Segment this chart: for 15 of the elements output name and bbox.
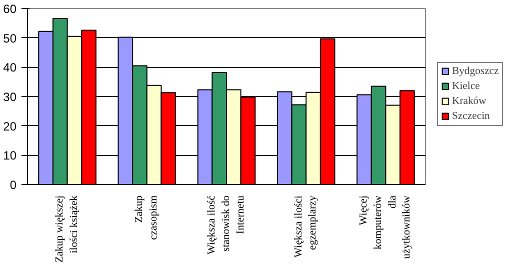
legend-label: Kraków (452, 96, 486, 106)
x-tick-label: Zakup czasopism (134, 194, 160, 240)
legend-label: Kielce (452, 80, 480, 92)
y-tick-label: 60 (3, 2, 17, 16)
legend-label: Szczecin (452, 110, 490, 122)
legend-label: Bydgoszcz (452, 66, 499, 76)
x-tick-label: Większa ilości egzemplarzy (293, 194, 319, 258)
x-tick-label: Zakup większej ilości książek (54, 194, 80, 263)
y-tick-label: 30 (3, 90, 17, 104)
y-tick-label: 20 (3, 119, 17, 134)
y-tick-label: 40 (3, 60, 17, 75)
x-tick-label: Większa ilość stanowisk do Internetu (206, 194, 246, 255)
y-tick-label: 0 (10, 178, 17, 192)
y-tick-label: 50 (3, 31, 17, 46)
y-tick-label: 10 (3, 148, 17, 163)
